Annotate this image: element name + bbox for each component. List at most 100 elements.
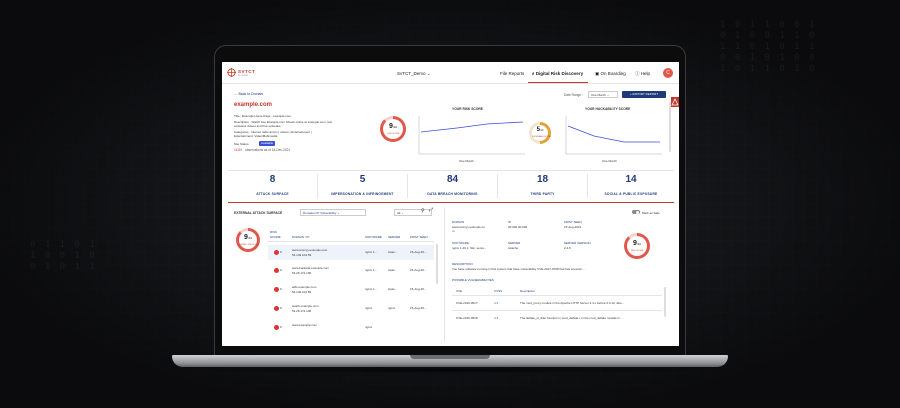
detail-risk-score: 9/10 (632, 240, 642, 247)
nav-digital-risk-discovery[interactable]: ⌕ Digital Risk Discovery (532, 71, 584, 76)
nav-file-reports[interactable]: File Reports (500, 71, 525, 76)
risk-score-chart (418, 116, 525, 155)
detail-description-header: DESCRIPTION (452, 262, 473, 266)
vuln-col-cve: CVE (456, 289, 463, 293)
date-range-label: Date Range : (564, 93, 583, 97)
detail-description-value: You have software running in this system… (452, 267, 585, 271)
col-server: SERVER (388, 235, 401, 239)
nav-help[interactable]: ⓘ Help (635, 71, 651, 76)
stat-attack-surface-label[interactable]: ATTACK SURFACE (256, 192, 289, 196)
detail-first-seen-value: 15-Aug-2021 (564, 225, 582, 229)
avatar[interactable]: C (663, 68, 673, 78)
logo-subtitle: by sector (238, 74, 249, 77)
table-scrollbar[interactable] (436, 244, 438, 284)
site-categories-cont: Entertainment, Video/Multimedia (234, 134, 278, 138)
vuln-col-cvss: CVSS (494, 289, 503, 293)
table-row[interactable]: 9 watch.example.com 52.26.174.106 nginx … (268, 301, 434, 316)
possible-vulnerabilities-header: POSSIBLE VULNERABILITIES (452, 278, 494, 282)
export-report-button[interactable]: + EXPORT REPORT (622, 91, 666, 98)
detail-server-value: Apache (508, 246, 519, 250)
col-score: SCORE (270, 235, 281, 239)
help-icon: ⓘ (635, 71, 640, 76)
eas-filter-select[interactable]: Domains/ IP Vulnerability ⌄ (300, 209, 366, 216)
search-icon: ⌕ (532, 71, 535, 76)
organization-selector[interactable]: SvTCT_Demo ⌄ (397, 71, 431, 76)
status-badge: Available (259, 141, 276, 146)
risk-dot-icon (274, 287, 279, 292)
table-row[interactable]: 9 www.backstar.example.com 52.26.174.106… (268, 263, 434, 278)
stat-social-value: 14 (625, 174, 637, 185)
risk-dot-icon (274, 250, 279, 255)
observations-count: 11110 (234, 148, 243, 152)
alert-tab[interactable] (671, 97, 679, 107)
col-risk: RISK (270, 230, 278, 234)
site-description: Description : Watch free Example.com Sho… (234, 120, 333, 124)
table-row[interactable]: 9 www.ammyy.example.com 54.149.104.59 ng… (268, 245, 434, 260)
vuln-col-description: Description (520, 289, 536, 293)
detail-server-header: SERVER (508, 241, 521, 245)
table-row[interactable]: 9 www.example.com nginx (268, 320, 434, 335)
laptop-base (172, 355, 728, 367)
site-title: Title : Example Home Page - example.com (234, 114, 291, 118)
detail-first-seen-header: FIRST SEEN (564, 220, 582, 224)
stat-data-breach-value: 84 (446, 174, 459, 185)
observations-text: observations as of 18-Dec-2021 (245, 148, 291, 152)
table-row[interactable]: 9 adfs.example.com 54.149.104.59 nginx 1… (268, 282, 434, 297)
vulnerability-row[interactable]: CVE-2016-0517 4.3 The mod_proxy module i… (456, 301, 625, 305)
expand-icon[interactable]: ⤢ (429, 207, 434, 213)
detail-ip-value: 00.000.00.000 (508, 225, 528, 229)
background-pattern: 0 1 1 0 1 1 0 0 1 0 0 1 0 1 1 (30, 240, 97, 272)
date-range-select[interactable]: One Month ⌄ (588, 91, 618, 98)
detail-software-value: nginx 1.20.1, http, serve... (452, 246, 487, 250)
col-first-seen: FIRST SEEN (410, 235, 428, 239)
vulnerability-scrollbar[interactable] (664, 287, 666, 317)
hackability-period: One Month (602, 159, 617, 163)
hackability-title: YOUR HACKABILITY SCORE (585, 107, 631, 111)
site-domain: example.com (234, 102, 273, 108)
detail-server-version-value: 2.4.6 (564, 246, 571, 250)
stat-attack-surface-value: 8 (269, 174, 276, 185)
detail-software-header: SOFTWARE (452, 241, 469, 245)
risk-score-period: One Month (459, 159, 474, 163)
mark-as-safe-toggle[interactable] (632, 210, 640, 214)
detail-risk-label: RISK SCORE (631, 250, 644, 252)
eas-all-select[interactable]: All ⌄ (394, 209, 432, 216)
vulnerability-score: 5/10 (536, 127, 544, 133)
nav-on-boarding[interactable]: ▣ On Boarding (595, 71, 626, 76)
logo-icon (227, 68, 236, 77)
calendar-icon: ▣ (595, 71, 600, 76)
chevron-down-icon: ⌄ (606, 93, 610, 97)
detail-server-version-header: SERVER VERSION (564, 241, 591, 245)
stat-data-breach-label[interactable]: DATA BREACH MONITORING (427, 192, 478, 196)
detail-ip-header: IP (508, 220, 511, 224)
chevron-down-icon: ⌄ (337, 211, 340, 215)
vulnerability-label: VULNERABLE SCORE (532, 136, 551, 138)
eas-risk-label: OVERALL RISK SCORE (239, 244, 259, 246)
site-status-label: Site Status : (234, 142, 251, 146)
vulnerability-row[interactable]: CVE-2016-0518 4.3 The deflate_in_filter … (456, 316, 623, 320)
risk-dot-icon (274, 306, 279, 311)
top-navigation-bar: SVTCT by sector SvTCT_Demo ⌄ File Report… (222, 62, 679, 84)
filter-icon[interactable]: ⚲ (421, 208, 425, 214)
stat-third-party-label[interactable]: THIRD PARTY (530, 192, 555, 196)
detail-domain-header: DOMAIN (452, 220, 464, 224)
site-categories: Categories : Internet radio and tv | vid… (234, 130, 312, 134)
risk-dot-icon (274, 325, 279, 330)
warning-icon (671, 98, 679, 106)
detail-domain-value: www.ammyy.example.co (452, 225, 485, 229)
top-scrollbar[interactable] (669, 102, 671, 152)
site-description-cont: exclusive videos and free episodes. (234, 124, 282, 128)
stat-impersonation-label[interactable]: IMPERSONATION & INFRINGEMENT (331, 192, 394, 196)
col-domain: DOMAIN / IP (292, 235, 310, 239)
eas-title: EXTERNAL ATTACK SURFACE (234, 211, 283, 215)
eas-risk-score: 9/10 (243, 234, 253, 241)
active-tab-indicator (528, 82, 588, 83)
back-to-domain-link[interactable]: ← Back to Domain (234, 92, 264, 96)
stat-impersonation-value: 5 (359, 174, 366, 185)
site-risk-score: 9/10 (388, 123, 398, 130)
site-risk-label: LOW SCORE (387, 133, 400, 135)
laptop-shadow (190, 366, 710, 374)
stat-social-label[interactable]: SOCIAL & PUBLIC EXPOSURE (604, 192, 658, 196)
detail-domain-value-cont: m (452, 229, 455, 233)
laptop-screen: SVTCT by sector SvTCT_Demo ⌄ File Report… (222, 62, 679, 346)
